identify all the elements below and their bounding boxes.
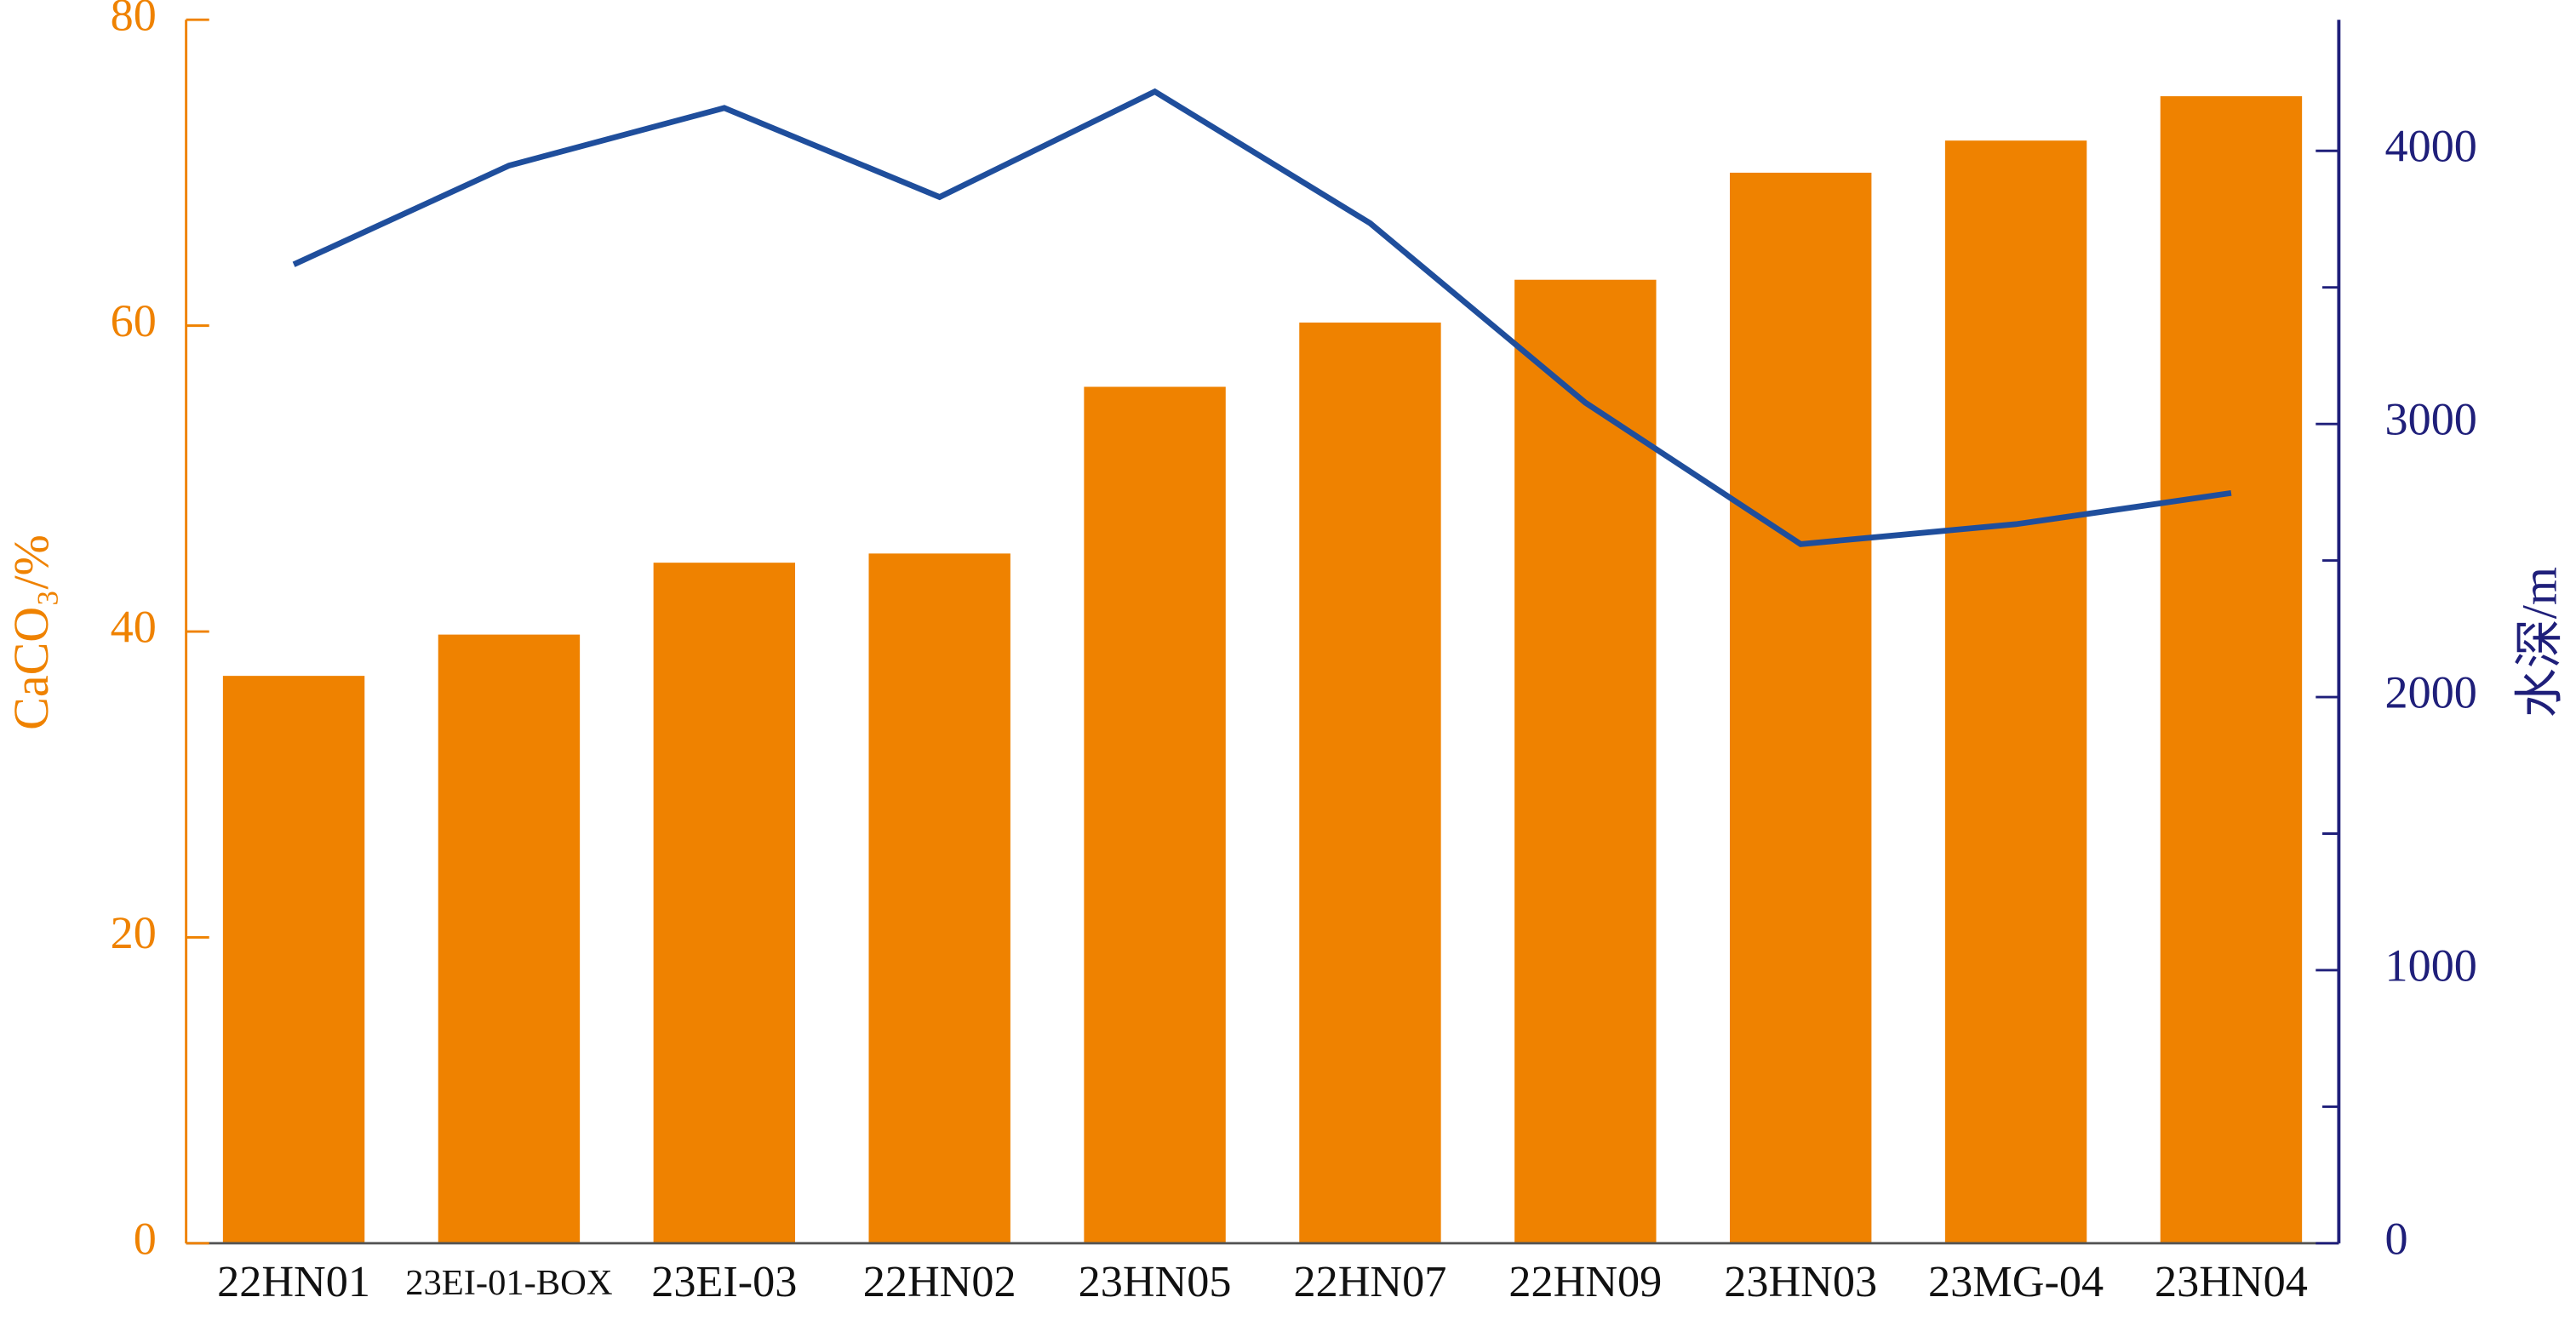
bar	[1084, 386, 1226, 1243]
x-tick-label: 23HN03	[1724, 1257, 1877, 1306]
bar	[1514, 279, 1657, 1243]
bar	[438, 634, 581, 1243]
y2-axis-label: 水深/m	[2512, 567, 2567, 717]
y2-tick-label: 1000	[2385, 940, 2477, 991]
bar	[2160, 96, 2303, 1243]
x-tick-label: 22HN01	[217, 1257, 370, 1306]
y2-tick-label: 0	[2385, 1213, 2408, 1264]
x-tick-label: 23MG-04	[1928, 1257, 2104, 1306]
bar	[653, 563, 796, 1243]
y-axis-label: CaCO₃/%	[3, 534, 59, 730]
y-tick-label: 0	[134, 1213, 157, 1264]
bar	[868, 553, 1010, 1243]
x-tick-label: 23HN04	[2155, 1257, 2308, 1306]
line	[292, 88, 2232, 547]
y2-tick-label: 3000	[2385, 394, 2477, 445]
y2-tick-label: 2000	[2385, 666, 2477, 717]
y-tick-label: 40	[111, 601, 157, 652]
bar	[222, 676, 365, 1243]
x-tick-label: 23HN05	[1079, 1257, 1232, 1306]
y-tick-label: 20	[111, 907, 157, 958]
x-tick-label: 22HN02	[863, 1257, 1016, 1306]
x-tick-label: 22HN09	[1508, 1257, 1662, 1306]
bar	[1730, 172, 1872, 1243]
y2-tick-label: 4000	[2385, 121, 2477, 172]
y-tick-label: 80	[111, 0, 157, 41]
x-tick-label: 22HN07	[1293, 1257, 1446, 1306]
x-tick-label: 23EI-01-BOX	[405, 1263, 612, 1303]
x-tick-label: 23EI-03	[651, 1257, 797, 1306]
bar	[1944, 140, 2087, 1243]
y-tick-label: 60	[111, 295, 157, 346]
bar	[1299, 323, 1441, 1243]
